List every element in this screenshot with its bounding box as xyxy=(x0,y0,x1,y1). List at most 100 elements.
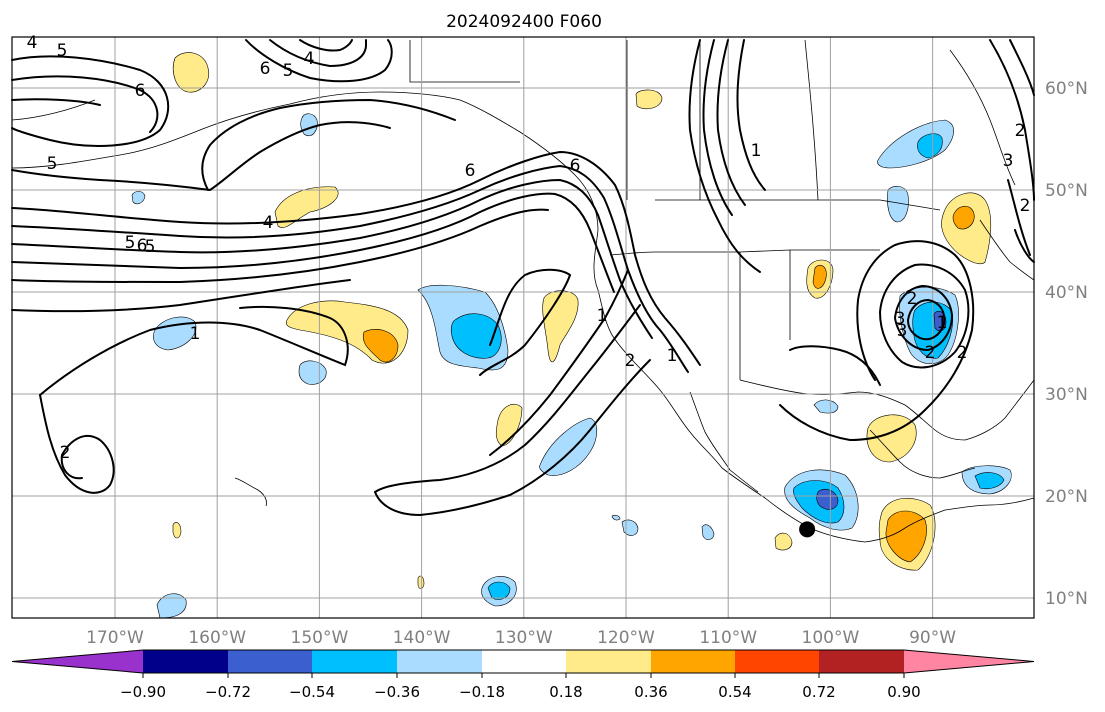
negative-anomaly-region xyxy=(450,313,502,359)
contour-line xyxy=(716,39,746,206)
colorbar-segment xyxy=(482,650,567,673)
coastline-segment xyxy=(11,91,723,469)
contour-label: 1 xyxy=(937,313,948,333)
colorbar-segment xyxy=(228,650,313,673)
contour-line xyxy=(11,75,159,133)
contour-line xyxy=(1014,229,1035,263)
contour-label: 5 xyxy=(283,61,294,81)
coastline-segment xyxy=(904,497,1035,529)
contour-line xyxy=(374,359,651,517)
colorbar-segment xyxy=(651,650,736,673)
lat-lon-gridlines xyxy=(12,37,1034,618)
contour-line xyxy=(11,208,549,284)
colorbar-segment xyxy=(312,650,398,673)
positive-anomaly-region xyxy=(274,186,339,228)
negative-anomaly-region xyxy=(131,191,146,205)
contour-line xyxy=(489,269,629,456)
contour-label: 2 xyxy=(60,443,71,463)
negative-anomaly-region xyxy=(974,472,1005,490)
latitude-tick-labels: 10°N 20°N 30°N 40°N 50°N 60°N xyxy=(1045,79,1088,609)
colorbar-arrow-low xyxy=(12,650,143,673)
negative-anomaly-region xyxy=(877,119,954,169)
negative-anomaly-region xyxy=(153,316,197,351)
contour-line xyxy=(245,39,393,83)
colorbar-tick-label: −0.72 xyxy=(205,683,251,701)
contour-label: 2 xyxy=(925,343,936,363)
contour-line xyxy=(702,39,733,216)
negative-anomaly-region xyxy=(701,524,715,540)
contour-line xyxy=(688,39,761,273)
longitude-label: 160°W xyxy=(188,628,246,648)
contour-label: 6 xyxy=(135,81,146,101)
positive-anomaly-region xyxy=(417,575,425,589)
contour-label: 2 xyxy=(1015,121,1026,141)
coastline-segment xyxy=(804,39,819,201)
contour-label: 1 xyxy=(667,346,678,366)
coastline-segment xyxy=(409,40,520,83)
longitude-label: 170°W xyxy=(86,628,144,648)
contour-label: 4 xyxy=(263,213,274,233)
contour-line xyxy=(39,305,349,396)
colorbar-tick-label: 0.90 xyxy=(887,683,920,701)
contour-label: 6 xyxy=(570,156,581,176)
longitude-tick-labels: 170°W 160°W 150°W 140°W 130°W 120°W 110°W 100°W… xyxy=(86,628,956,648)
longitude-label: 150°W xyxy=(291,628,349,648)
anomaly-fill-layer xyxy=(131,52,1012,619)
positive-anomaly-region xyxy=(172,52,210,93)
contour-line xyxy=(789,345,881,386)
negative-anomaly-region xyxy=(611,514,621,521)
colorbar-segment xyxy=(819,650,905,673)
negative-anomaly-region xyxy=(539,417,598,476)
contour-line xyxy=(299,39,353,52)
longitude-label: 90°W xyxy=(909,628,956,648)
contour-label: 6 xyxy=(465,161,476,181)
negative-anomaly-region xyxy=(816,488,839,510)
colorbar-tick-label: 0.72 xyxy=(802,683,835,701)
positive-anomaly-region xyxy=(812,265,827,289)
contour-line xyxy=(11,98,101,106)
negative-anomaly-region xyxy=(300,113,318,137)
contour-label: 5 xyxy=(145,237,156,257)
contour-line xyxy=(736,39,766,191)
contour-label: 3 xyxy=(897,321,908,341)
negative-anomaly-region xyxy=(298,360,327,385)
colorbar-tick-label: −0.54 xyxy=(289,683,335,701)
contour-label: 2 xyxy=(1020,196,1031,216)
contour-line xyxy=(906,298,946,341)
latitude-label: 20°N xyxy=(1045,487,1088,507)
latitude-label: 40°N xyxy=(1045,283,1088,303)
colorbar-arrow-high xyxy=(904,650,1034,673)
map-frame xyxy=(11,36,1035,619)
contour-line xyxy=(11,178,653,339)
colorbar-tick-label: 0.18 xyxy=(549,683,582,701)
coastline-segment xyxy=(689,391,759,493)
contour-line xyxy=(11,192,615,293)
contour-label: 1 xyxy=(190,324,201,344)
colorbar-segment xyxy=(143,650,229,673)
contour-label: 4 xyxy=(27,33,38,53)
contour-line xyxy=(201,98,456,191)
longitude-label: 130°W xyxy=(495,628,553,648)
contour-line xyxy=(779,240,975,442)
storm-position-marker xyxy=(799,521,816,538)
map-title: 2024092400 F060 xyxy=(446,12,602,32)
coastline-segment xyxy=(609,249,880,256)
negative-anomaly-region xyxy=(813,399,839,414)
coastline-layer xyxy=(11,39,1035,543)
colorbar-tick-label: 0.54 xyxy=(718,683,751,701)
colorbar-tick-label: −0.90 xyxy=(120,683,166,701)
latitude-label: 30°N xyxy=(1045,385,1088,405)
contour-label: 2 xyxy=(907,289,918,309)
colorbar-segment xyxy=(735,650,820,673)
contour-label: 3 xyxy=(1003,151,1014,171)
contour-line xyxy=(11,164,689,373)
contour-line xyxy=(479,268,572,376)
positive-anomaly-region xyxy=(774,532,793,551)
contour-line xyxy=(893,284,954,352)
coastline-segment xyxy=(234,477,267,507)
longitude-label: 110°W xyxy=(699,628,757,648)
longitude-label: 100°W xyxy=(802,628,860,648)
coastline-segment xyxy=(869,429,976,479)
